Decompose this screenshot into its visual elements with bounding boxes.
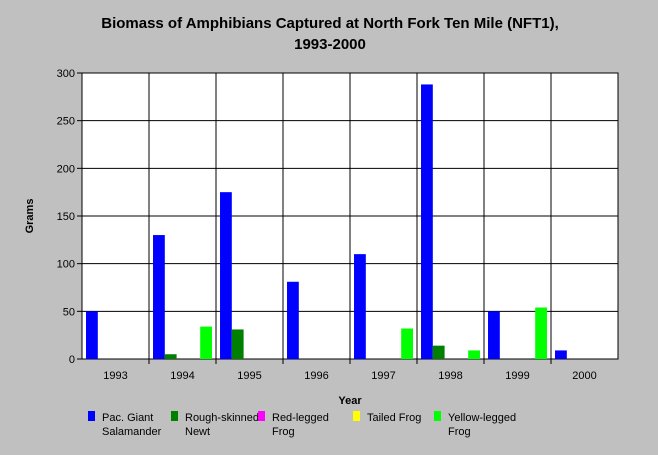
legend-swatch: [353, 411, 360, 421]
chart-title-line-1: Biomass of Amphibians Captured at North …: [101, 15, 559, 32]
x-axis-label: Year: [338, 395, 362, 407]
y-tick-label: 200: [57, 163, 75, 175]
legend-label: Yellow-legged: [448, 412, 516, 424]
y-tick-label: 100: [57, 259, 75, 271]
y-tick-label: 0: [69, 354, 75, 366]
bar: [468, 350, 480, 359]
legend-item: Rough-skinned Newt: [171, 411, 259, 438]
legend-item: Pac. Giant Salamander: [88, 411, 162, 438]
legend-swatch: [258, 411, 265, 421]
bar: [555, 350, 567, 359]
bar: [287, 281, 299, 359]
x-tick-label: 1993: [103, 370, 127, 382]
legend-swatch: [434, 411, 441, 421]
y-tick-label: 300: [57, 68, 75, 80]
legend-label: Red-legged: [272, 412, 329, 424]
legend-label: Tailed Frog: [367, 412, 421, 424]
x-tick-label: 1994: [170, 370, 194, 382]
bar: [231, 329, 244, 359]
x-tick-label: 1996: [304, 370, 328, 382]
y-tick-label: 150: [57, 211, 75, 223]
bar: [164, 354, 177, 359]
y-tick-label: 50: [63, 306, 75, 318]
chart-title-line-2: 1993-2000: [294, 36, 366, 53]
bar: [432, 345, 445, 359]
legend-label: Rough-skinned: [185, 412, 259, 424]
x-tick-label: 1995: [237, 370, 261, 382]
legend-label: Newt: [185, 426, 210, 438]
legend-swatch: [88, 411, 95, 421]
grid-lines: [82, 73, 618, 364]
x-tick-label: 1999: [505, 370, 529, 382]
bar: [220, 192, 232, 359]
bar: [153, 235, 165, 359]
bar: [488, 311, 500, 359]
legend: Pac. Giant Salamander Rough-skinned Newt Red…: [88, 411, 516, 438]
legend-swatch: [171, 411, 178, 421]
legend-label: Pac. Giant: [102, 412, 153, 424]
x-tick-label: 1998: [438, 370, 462, 382]
bar: [421, 84, 433, 359]
bars: [86, 84, 567, 359]
bar: [86, 311, 98, 359]
legend-item: Tailed Frog: [353, 411, 421, 424]
x-tick-label: 2000: [572, 370, 596, 382]
legend-item: Red-legged Frog: [258, 411, 329, 438]
bar: [200, 326, 212, 359]
bar: [535, 307, 547, 359]
bar: [354, 254, 366, 359]
x-axis-ticks: 1993 1994 1995 1996 1997 1998 1999 2000: [103, 370, 596, 382]
x-tick-label: 1997: [371, 370, 395, 382]
y-axis-ticks: 0 50 100 150 200 250 300: [57, 68, 82, 366]
bar: [401, 328, 413, 359]
y-tick-label: 250: [57, 116, 75, 128]
legend-item: Yellow-legged Frog: [434, 411, 516, 438]
y-axis-label: Grams: [24, 199, 36, 234]
legend-label: Frog: [272, 426, 295, 438]
legend-label: Salamander: [102, 426, 162, 438]
legend-label: Frog: [448, 426, 471, 438]
